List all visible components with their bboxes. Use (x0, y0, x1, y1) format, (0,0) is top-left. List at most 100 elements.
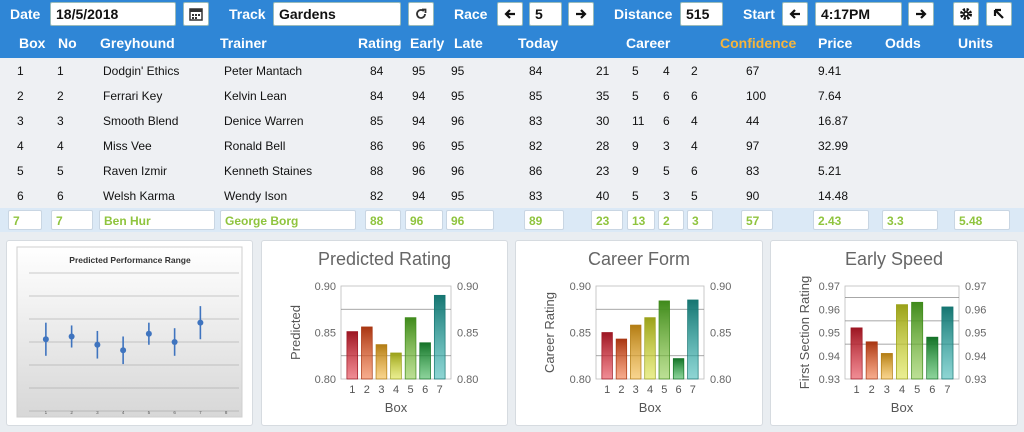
col-rating[interactable]: Rating (358, 35, 402, 51)
track-input[interactable]: Gardens (273, 2, 401, 26)
cell-late: 96 (451, 164, 465, 178)
sel-early[interactable]: 96 (405, 210, 443, 230)
sel-career-seconds[interactable]: 2 (658, 210, 684, 230)
performance-range-panel: Predicted Performance Range 1 2 3 4 5 6 7 8 (6, 240, 253, 426)
col-box[interactable]: Box (19, 35, 46, 51)
race-prev-button[interactable] (497, 2, 523, 26)
col-price[interactable]: Price (818, 35, 853, 51)
x-tick-label: 5 (661, 384, 667, 396)
career-form-panel: Career Form 0.80 0.80 0.85 0.85 0.90 0.90 1 2 3 4… (515, 240, 763, 426)
col-odds[interactable]: Odds (885, 35, 921, 51)
cell-career-wins: 9 (632, 139, 639, 153)
y-tick-label: 0.85 (570, 328, 591, 340)
chart-grid (29, 272, 239, 412)
bar (419, 342, 431, 380)
race-input[interactable]: 5 (529, 2, 562, 26)
sel-confidence[interactable]: 57 (741, 210, 773, 230)
col-units[interactable]: Units (958, 35, 993, 51)
calendar-button[interactable] (183, 2, 209, 26)
y-axis-label: First Section Rating (797, 276, 812, 389)
table-row[interactable]: 2 2 Ferrari Key Kelvin Lean 84 94 95 85 … (0, 83, 1024, 108)
cell-career-wins: 9 (632, 164, 639, 178)
col-early[interactable]: Early (410, 35, 445, 51)
x-tick-label: 7 (437, 384, 443, 396)
runner-table: 1 1 Dodgin' Ethics Peter Mantach 84 95 9… (0, 58, 1024, 232)
cell-confidence: 67 (746, 64, 760, 78)
x-tick-label: 4 (899, 384, 905, 396)
y-axis-label: Predicted (288, 305, 303, 360)
sel-greyhound[interactable]: Ben Hur (99, 210, 215, 230)
sel-today[interactable]: 89 (524, 210, 564, 230)
sel-price[interactable]: 2.43 (813, 210, 869, 230)
cell-career-wins: 11 (632, 114, 645, 128)
x-axis-label: Box (385, 400, 408, 415)
y-tick-label-right: 0.97 (965, 281, 986, 293)
chart-title: Early Speed (844, 249, 944, 269)
table-row[interactable]: 5 5 Raven Izmir Kenneth Staines 88 96 96… (0, 158, 1024, 183)
date-input[interactable]: 18/5/2018 (50, 2, 176, 26)
start-time-input[interactable]: 4:17PM (815, 2, 902, 26)
refresh-button[interactable] (408, 2, 434, 26)
cell-price: 14.48 (818, 189, 849, 203)
cell-no: 5 (57, 164, 64, 178)
bar (911, 301, 924, 380)
col-trainer[interactable]: Trainer (220, 35, 267, 51)
x-tick-label: 6 (422, 384, 428, 396)
cell-rating: 88 (370, 164, 384, 178)
selected-row[interactable]: 7 7 Ben Hur George Borg 88 96 96 89 23 1… (0, 208, 1024, 232)
sel-career-starts[interactable]: 23 (591, 210, 623, 230)
sel-odds[interactable]: 3.3 (882, 210, 938, 230)
start-next-button[interactable] (908, 2, 934, 26)
x-tick-label: 2 (70, 410, 73, 415)
y-tick-label: 0.90 (315, 281, 336, 293)
cell-no: 1 (57, 64, 64, 78)
cell-price: 7.64 (818, 89, 842, 103)
popout-button[interactable] (986, 2, 1012, 26)
chart-title: Predicted Performance Range (69, 255, 191, 265)
arrow-left-icon (504, 9, 515, 19)
cell-trainer: Ronald Bell (224, 139, 286, 153)
sel-rating[interactable]: 88 (365, 210, 401, 230)
chart-frame (16, 246, 243, 418)
table-row[interactable]: 3 3 Smooth Blend Denice Warren 85 94 96 … (0, 108, 1024, 133)
y-tick-label-right: 0.85 (710, 328, 731, 340)
col-career[interactable]: Career (626, 35, 671, 51)
cell-rating: 85 (370, 114, 384, 128)
y-tick-label-right: 0.96 (965, 304, 986, 316)
table-row[interactable]: 4 4 Miss Vee Ronald Bell 86 96 95 82 28 … (0, 133, 1024, 158)
chart-title: Predicted Rating (317, 249, 452, 269)
col-no[interactable]: No (58, 35, 77, 51)
race-next-button[interactable] (568, 2, 594, 26)
x-tick-label: 5 (408, 384, 414, 396)
table-row[interactable]: 6 6 Welsh Karma Wendy Ison 82 94 95 83 4… (0, 183, 1024, 208)
x-tick-label: 5 (148, 410, 151, 415)
cell-price: 5.21 (818, 164, 842, 178)
sel-late[interactable]: 96 (446, 210, 494, 230)
cell-career-starts: 40 (596, 189, 610, 203)
sel-box[interactable]: 7 (8, 210, 42, 230)
cell-rating: 84 (370, 89, 384, 103)
bar (361, 326, 373, 380)
col-greyhound[interactable]: Greyhound (100, 35, 175, 51)
bar (644, 317, 656, 380)
col-today[interactable]: Today (518, 35, 559, 51)
distance-input[interactable]: 515 (680, 2, 723, 26)
cell-box: 2 (17, 89, 24, 103)
cell-box: 6 (17, 189, 24, 203)
settings-button[interactable] (953, 2, 979, 26)
sel-trainer[interactable]: George Borg (220, 210, 356, 230)
col-late[interactable]: Late (454, 35, 483, 51)
y-tick-label-right: 0.95 (965, 328, 986, 340)
data-point (145, 330, 152, 337)
bar (672, 358, 685, 380)
sel-no[interactable]: 7 (51, 210, 93, 230)
start-prev-button[interactable] (782, 2, 808, 26)
sel-career-wins[interactable]: 13 (627, 210, 655, 230)
table-row[interactable]: 1 1 Dodgin' Ethics Peter Mantach 84 95 9… (0, 58, 1024, 83)
sel-units[interactable]: 5.48 (954, 210, 1010, 230)
x-tick-label: 7 (944, 384, 950, 396)
col-confidence[interactable]: Confidence (720, 35, 797, 51)
sel-career-thirds[interactable]: 3 (687, 210, 713, 230)
bar (896, 304, 908, 380)
x-tick-label: 5 (914, 384, 920, 396)
